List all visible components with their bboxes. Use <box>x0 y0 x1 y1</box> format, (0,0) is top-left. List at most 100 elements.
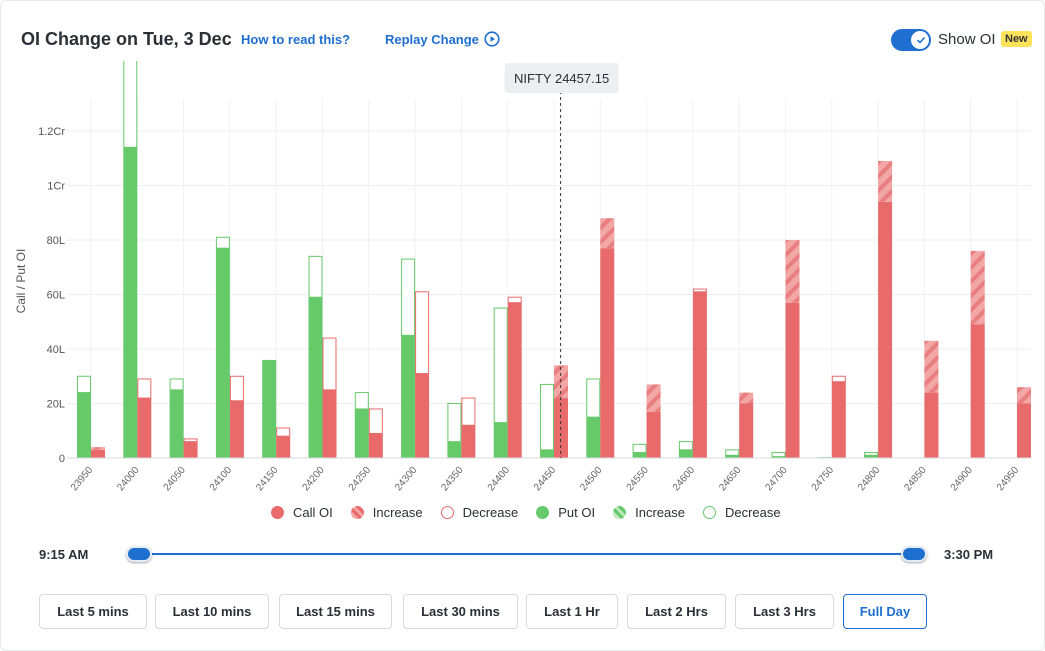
put-decrease-bar <box>771 452 786 458</box>
y-tick-label: 60L <box>47 290 65 302</box>
x-tick-label: 24650 <box>717 465 744 494</box>
call-decrease-bar <box>507 296 522 304</box>
x-tick-label: 24050 <box>162 465 189 494</box>
call-oi-bar <box>276 436 291 458</box>
new-badge: New <box>1001 31 1032 47</box>
replay-change-link[interactable]: Replay Change <box>385 32 479 47</box>
put-oi-bar <box>540 449 554 458</box>
call-oi-bar <box>970 324 985 458</box>
put-oi-bar <box>771 456 786 458</box>
call-decrease-bar <box>183 438 198 443</box>
put-decrease-bar <box>678 441 693 451</box>
call-decrease-bar <box>229 375 244 402</box>
how-to-read-link[interactable]: How to read this? <box>241 32 351 47</box>
put-decrease-bar <box>169 378 184 391</box>
legend-swatch <box>536 506 550 519</box>
x-tick-label: 24350 <box>439 465 466 494</box>
put-decrease-bar <box>540 383 554 451</box>
x-tick-label: 24950 <box>995 465 1022 494</box>
call-increase-bar <box>600 218 615 249</box>
legend-label: Put OI <box>558 505 596 520</box>
oi-chart: 0 20L 40L 60L 80L 1Cr 1.2Cr Call / Put OI 23950… <box>14 61 1031 494</box>
x-tick-label: 24100 <box>208 465 235 494</box>
put-oi-bar <box>215 248 230 458</box>
put-oi-bar <box>678 449 693 458</box>
y-tick-label: 20L <box>47 399 65 411</box>
x-tick-label: 24450 <box>532 465 559 494</box>
put-decrease-bar <box>215 236 230 249</box>
call-decrease-bar <box>692 288 707 293</box>
toggle-knob <box>911 31 929 49</box>
x-tick-label: 24250 <box>347 465 374 494</box>
call-oi-bar <box>739 403 754 458</box>
x-tick-label: 24600 <box>671 465 698 494</box>
call-increase-bar <box>739 392 754 404</box>
y-tick-label: 1Cr <box>47 181 65 193</box>
call-oi-bar <box>461 425 476 458</box>
put-decrease-bar <box>725 449 740 456</box>
call-oi-bar <box>785 302 800 458</box>
call-decrease-bar <box>137 378 152 399</box>
x-tick-label: 24200 <box>300 465 327 494</box>
time-slider-track[interactable] <box>139 553 914 555</box>
put-oi-bar <box>493 422 508 458</box>
time-range-button[interactable]: Last 1 Hr <box>526 594 618 629</box>
put-decrease-bar <box>308 255 323 298</box>
chart-bars <box>77 61 1031 458</box>
call-increase-bar <box>970 250 985 325</box>
call-oi-bar <box>183 441 198 458</box>
call-oi-bar <box>322 389 337 458</box>
put-oi-bar <box>169 389 184 458</box>
call-oi-bar <box>600 248 615 458</box>
call-oi-bar <box>1017 403 1031 458</box>
put-decrease-bar <box>401 258 416 336</box>
put-oi-bar <box>401 335 416 458</box>
slider-end-handle[interactable] <box>901 546 927 562</box>
x-tick-label: 24500 <box>578 465 605 494</box>
call-oi-bar <box>692 291 707 458</box>
call-decrease-bar <box>276 427 291 437</box>
put-decrease-bar <box>864 452 879 456</box>
y-axis-label: Call / Put OI <box>14 249 28 314</box>
call-oi-bar <box>368 433 383 458</box>
time-range-button[interactable]: Last 2 Hrs <box>627 594 726 629</box>
legend-label: Increase <box>635 505 685 520</box>
put-decrease-bar <box>123 61 138 148</box>
call-increase-bar <box>646 384 661 412</box>
legend-item: Increase <box>350 505 423 520</box>
legend-label: Increase <box>372 505 423 520</box>
put-oi-bar <box>77 392 91 458</box>
y-tick-label: 80L <box>47 235 65 247</box>
call-oi-bar <box>878 201 893 458</box>
show-oi-toggle[interactable] <box>891 29 931 51</box>
call-oi-bar <box>507 302 522 458</box>
x-tick-label: 24400 <box>486 465 513 494</box>
put-decrease-bar <box>632 443 647 454</box>
y-tick-label: 1.2Cr <box>38 126 65 138</box>
x-tick-label: 24900 <box>949 465 976 494</box>
put-oi-bar <box>447 441 462 458</box>
x-tick-label: 24700 <box>763 465 790 494</box>
time-range-button[interactable]: Last 5 mins <box>39 594 147 629</box>
put-decrease-bar <box>447 403 462 443</box>
time-range-button[interactable]: Last 10 mins <box>155 594 269 629</box>
put-decrease-bar <box>77 375 91 394</box>
check-icon <box>916 36 926 44</box>
call-oi-bar <box>137 398 152 458</box>
call-increase-bar <box>878 160 893 202</box>
call-oi-bar <box>831 381 846 458</box>
call-oi-bar <box>229 400 244 458</box>
time-range-button[interactable]: Last 3 Hrs <box>735 594 834 629</box>
legend-label: Decrease <box>462 505 519 520</box>
put-decrease-bar <box>586 378 601 418</box>
time-range-button[interactable]: Full Day <box>843 594 927 629</box>
play-circle-icon[interactable] <box>484 31 500 47</box>
time-range-button[interactable]: Last 30 mins <box>403 594 518 629</box>
slider-start-handle[interactable] <box>126 546 152 562</box>
legend-label: Call OI <box>293 505 333 520</box>
page-title: OI Change on Tue, 3 Dec <box>21 29 232 49</box>
x-tick-label: 24300 <box>393 465 420 494</box>
put-oi-bar <box>123 147 138 458</box>
time-range-button[interactable]: Last 15 mins <box>279 594 392 629</box>
slider-end-label: 3:30 PM <box>944 547 994 562</box>
